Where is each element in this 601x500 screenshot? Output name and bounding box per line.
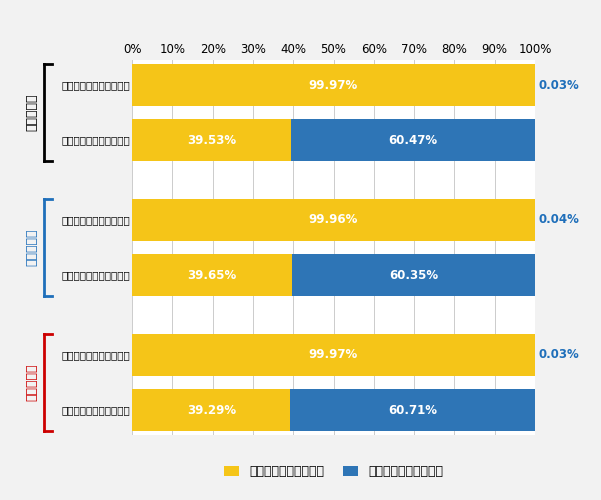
- Bar: [132, 334, 535, 376]
- Bar: [290, 389, 535, 431]
- Text: 有機溶剤の生涯経験なし: 有機溶剤の生涯経験なし: [61, 80, 130, 90]
- Bar: [132, 64, 535, 106]
- Bar: [132, 389, 290, 431]
- Text: 中学生全体: 中学生全体: [25, 94, 38, 132]
- Bar: [132, 120, 291, 161]
- Text: 有機溶剤の生涯経験なし: 有機溶剤の生涯経験なし: [61, 350, 130, 360]
- Text: 39.65%: 39.65%: [188, 268, 237, 281]
- Text: 0.03%: 0.03%: [539, 348, 580, 361]
- Text: 39.53%: 39.53%: [188, 134, 236, 147]
- Text: 有機溶剤の生涯経験あり: 有機溶剤の生涯経験あり: [61, 405, 130, 415]
- Text: 女子中学生: 女子中学生: [25, 364, 38, 401]
- Bar: [132, 199, 535, 240]
- Text: 60.35%: 60.35%: [389, 268, 438, 281]
- Text: 有機溶剤の生涯経験あり: 有機溶剤の生涯経験あり: [61, 136, 130, 145]
- Text: 0.04%: 0.04%: [539, 214, 580, 226]
- Bar: [292, 254, 535, 296]
- Text: 99.97%: 99.97%: [309, 78, 358, 92]
- Legend: 覚醒剤の生涯経験なし, 覚醒剤の生涯経験あり: 覚醒剤の生涯経験なし, 覚醒剤の生涯経験あり: [219, 460, 448, 483]
- Text: 男子中学生: 男子中学生: [25, 229, 38, 266]
- Bar: [132, 254, 292, 296]
- Text: 39.29%: 39.29%: [187, 404, 236, 416]
- Text: 0.03%: 0.03%: [539, 78, 580, 92]
- Text: 有機溶剤の生涯経験あり: 有機溶剤の生涯経験あり: [61, 270, 130, 280]
- Text: 有機溶剤の生涯経験なし: 有機溶剤の生涯経験なし: [61, 215, 130, 225]
- Text: 99.96%: 99.96%: [309, 214, 358, 226]
- Bar: [291, 120, 535, 161]
- Text: 99.97%: 99.97%: [309, 348, 358, 361]
- Text: 60.47%: 60.47%: [389, 134, 438, 147]
- Text: 60.71%: 60.71%: [388, 404, 437, 416]
